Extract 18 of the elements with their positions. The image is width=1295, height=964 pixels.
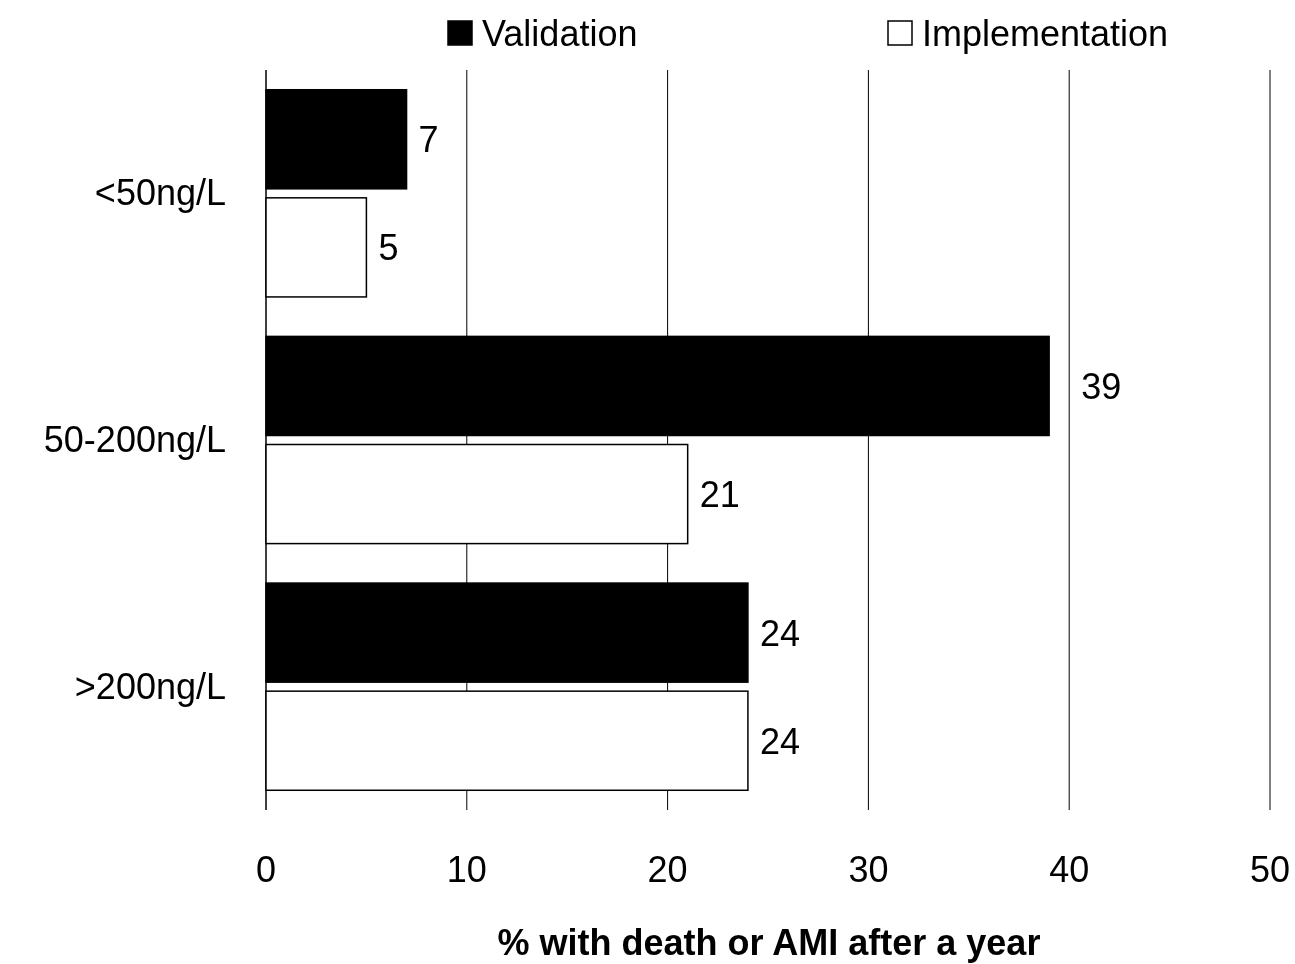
legend-label: Implementation [922, 13, 1169, 54]
legend-label: Validation [482, 13, 638, 54]
data-label: 21 [699, 474, 740, 516]
x-tick-label: 0 [255, 849, 277, 890]
x-tick-label: 30 [848, 849, 889, 890]
x-tick-label: 50 [1249, 849, 1291, 890]
x-tick-label: 20 [647, 849, 688, 890]
x-tick-label: 10 [446, 849, 487, 890]
data-label: 39 [1081, 365, 1122, 407]
x-tick-label: 40 [1049, 849, 1090, 890]
y-tick-label: <50ng/L [94, 172, 226, 214]
x-axis-title: % with death or AMI after a year [497, 922, 1041, 963]
data-label: 7 [418, 119, 439, 161]
data-label: 24 [759, 612, 800, 654]
data-label: 24 [759, 720, 800, 762]
data-label: 5 [378, 227, 399, 269]
y-tick-label: 50-200ng/L [43, 419, 226, 460]
y-tick-label: >200ng/L [74, 665, 226, 707]
